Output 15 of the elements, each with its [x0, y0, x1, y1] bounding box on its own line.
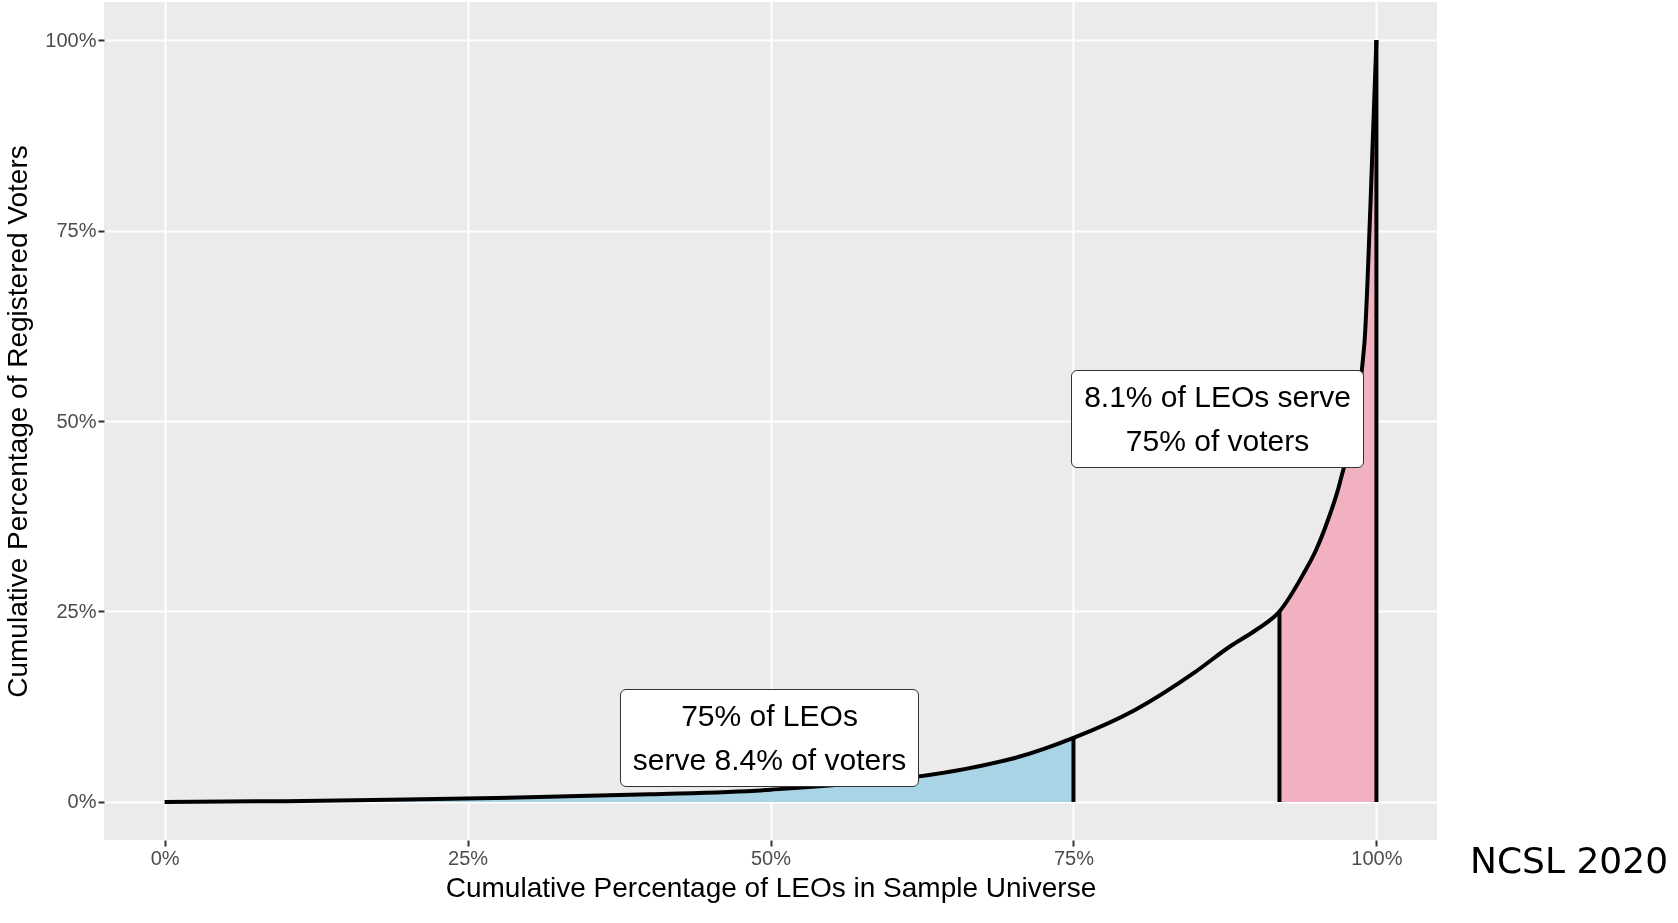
text: NCSL 2020 — [1470, 840, 1669, 881]
x-tick-label: 50% — [750, 846, 792, 869]
x-tick-label: 100% — [1351, 846, 1403, 869]
y-tick-label: 50% — [56, 409, 97, 432]
y-tick-label: 0% — [67, 790, 97, 813]
y-tick-label: 75% — [56, 219, 97, 242]
y-tick-label: 100% — [45, 28, 97, 51]
x-tick-label: 0% — [150, 846, 180, 869]
x-tick-label: 25% — [448, 846, 489, 869]
x-axis-title: Cumulative Percentage of LEOs in Sample Universe — [445, 871, 1097, 903]
annotation: 8.1% of LEOs serve 75% of voters — [1071, 370, 1364, 469]
x-tick-label: 75% — [1053, 846, 1095, 869]
y-tick-label: 25% — [56, 599, 97, 622]
annotation: 75% of LEOs serve 8.4% of voters — [619, 688, 920, 787]
y-axis-title: Cumulative Percentage of Registered Voters — [2, 145, 34, 698]
